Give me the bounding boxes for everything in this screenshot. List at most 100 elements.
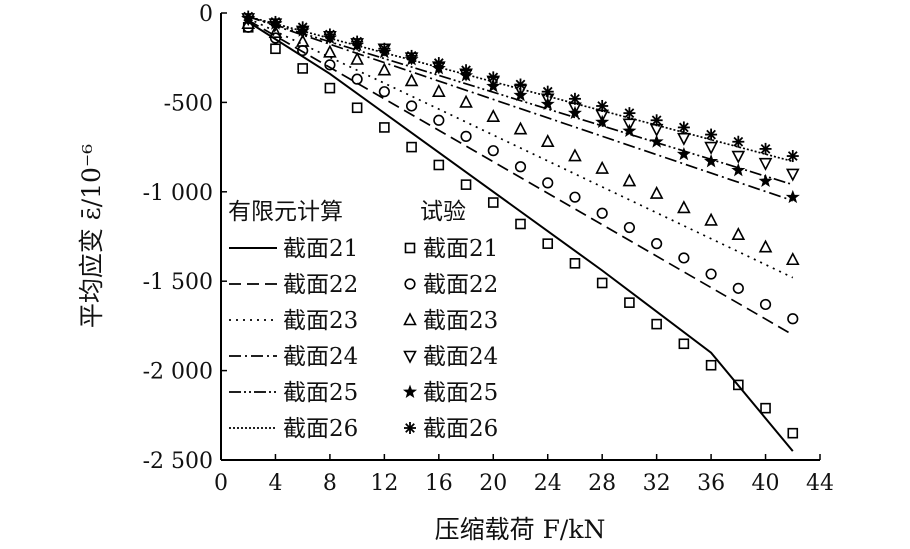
test-point-22 (623, 221, 636, 234)
x-axis-title: 压缩载荷 F/kN (435, 515, 606, 544)
marker-square (270, 43, 281, 55)
test-point-26 (378, 42, 391, 55)
marker-asterisk-stroke (787, 151, 798, 161)
test-point-22 (787, 313, 799, 325)
legend-label-test: 截面23 (423, 308, 498, 334)
marker-circle (569, 191, 581, 203)
marker-square (460, 179, 472, 190)
marker-triangle-down (758, 157, 773, 171)
test-point-26 (759, 142, 772, 155)
legend-label-test: 截面25 (423, 380, 498, 406)
test-point-26 (705, 128, 718, 141)
marker-triangle-up (649, 185, 664, 199)
marker-star (595, 114, 610, 129)
test-point-23 (377, 62, 392, 76)
marker-square (433, 159, 445, 171)
test-point-26 (269, 15, 282, 28)
marker-triangle-down (649, 123, 664, 137)
marker-circle (678, 252, 690, 264)
marker-square (487, 197, 499, 208)
test-point-21 (406, 141, 417, 153)
marker-circle (542, 177, 554, 189)
legend-marker-23 (403, 312, 417, 326)
legend-label-test: 截面21 (423, 236, 498, 262)
marker-square (705, 359, 717, 371)
test-point-23 (568, 148, 582, 162)
test-point-22 (487, 145, 499, 157)
marker-square (569, 258, 581, 269)
test-point-22 (433, 114, 445, 126)
test-point-21 (351, 102, 363, 114)
test-point-24 (622, 118, 637, 132)
test-point-25 (567, 105, 582, 120)
test-point-23 (323, 44, 337, 58)
marker-circle (787, 313, 799, 325)
test-point-21 (460, 179, 472, 190)
test-point-21 (324, 82, 336, 94)
marker-star (649, 134, 664, 148)
marker-circle (514, 161, 527, 173)
test-point-25 (704, 154, 719, 168)
marker-triangle-down (677, 132, 691, 146)
marker-square (760, 402, 771, 414)
test-point-22 (678, 252, 690, 264)
legend-label-fe: 截面21 (283, 236, 358, 262)
marker-circle (651, 238, 663, 250)
test-point-23 (704, 212, 718, 226)
y-tick-label: -1 500 (143, 270, 213, 295)
marker-triangle-up (404, 73, 419, 87)
test-point-23 (677, 200, 691, 214)
y-tick-label: -500 (164, 91, 213, 116)
test-point-24 (704, 141, 718, 155)
marker-circle (433, 114, 445, 126)
ticks: 0 4 8 12 16 20 24 28 32 36 40 44 0 -500 -1 000 -1 500 -2… (143, 2, 834, 496)
test-point-21 (515, 218, 526, 230)
marker-circle (378, 86, 390, 98)
test-point-22 (351, 73, 363, 85)
legend-title-fe: 有限元计算 (228, 199, 343, 225)
test-point-21 (787, 427, 799, 439)
y-tick-label: -1 000 (143, 181, 213, 206)
marker-square (542, 238, 554, 249)
marker-circle (596, 207, 608, 219)
test-point-25 (731, 162, 746, 177)
test-point-26 (541, 85, 554, 98)
marker-triangle-up (323, 44, 337, 58)
marker-asterisk-stroke (461, 65, 471, 76)
marker-circle (623, 221, 636, 234)
test-point-26 (351, 35, 364, 48)
test-point-21 (678, 338, 690, 350)
x-tick-label: 20 (479, 471, 507, 496)
fe-line-25 (247, 15, 794, 186)
test-point-23 (540, 134, 555, 148)
fe-line-21 (247, 21, 794, 452)
marker-asterisk-stroke (542, 86, 553, 97)
test-point-23 (486, 108, 501, 123)
marker-asterisk-stroke (379, 43, 390, 54)
x-tick-label: 4 (268, 471, 282, 496)
marker-circle (460, 130, 472, 142)
test-point-21 (270, 43, 281, 55)
legend-label-fe: 截面22 (283, 272, 358, 298)
marker-asterisk-stroke (352, 36, 363, 47)
marker-triangle-up (486, 108, 501, 123)
test-point-26 (487, 71, 500, 84)
test-point-26 (514, 78, 527, 91)
marker-square (624, 297, 635, 308)
marker-square (404, 242, 416, 254)
test-point-22 (269, 32, 282, 44)
x-tick-label: 0 (214, 471, 228, 496)
test-point-25 (595, 114, 610, 129)
test-point-25 (785, 189, 800, 204)
marker-triangle-down (403, 350, 417, 364)
legend-label-test: 截面26 (423, 416, 498, 442)
test-point-22 (759, 298, 772, 311)
marker-asterisk-stroke (706, 129, 716, 140)
legend-label-fe: 截面24 (283, 344, 358, 370)
marker-square (596, 277, 608, 289)
marker-circle (705, 268, 717, 280)
marker-square (651, 318, 662, 330)
marker-square (787, 427, 799, 439)
marker-asterisk-stroke (325, 29, 335, 40)
